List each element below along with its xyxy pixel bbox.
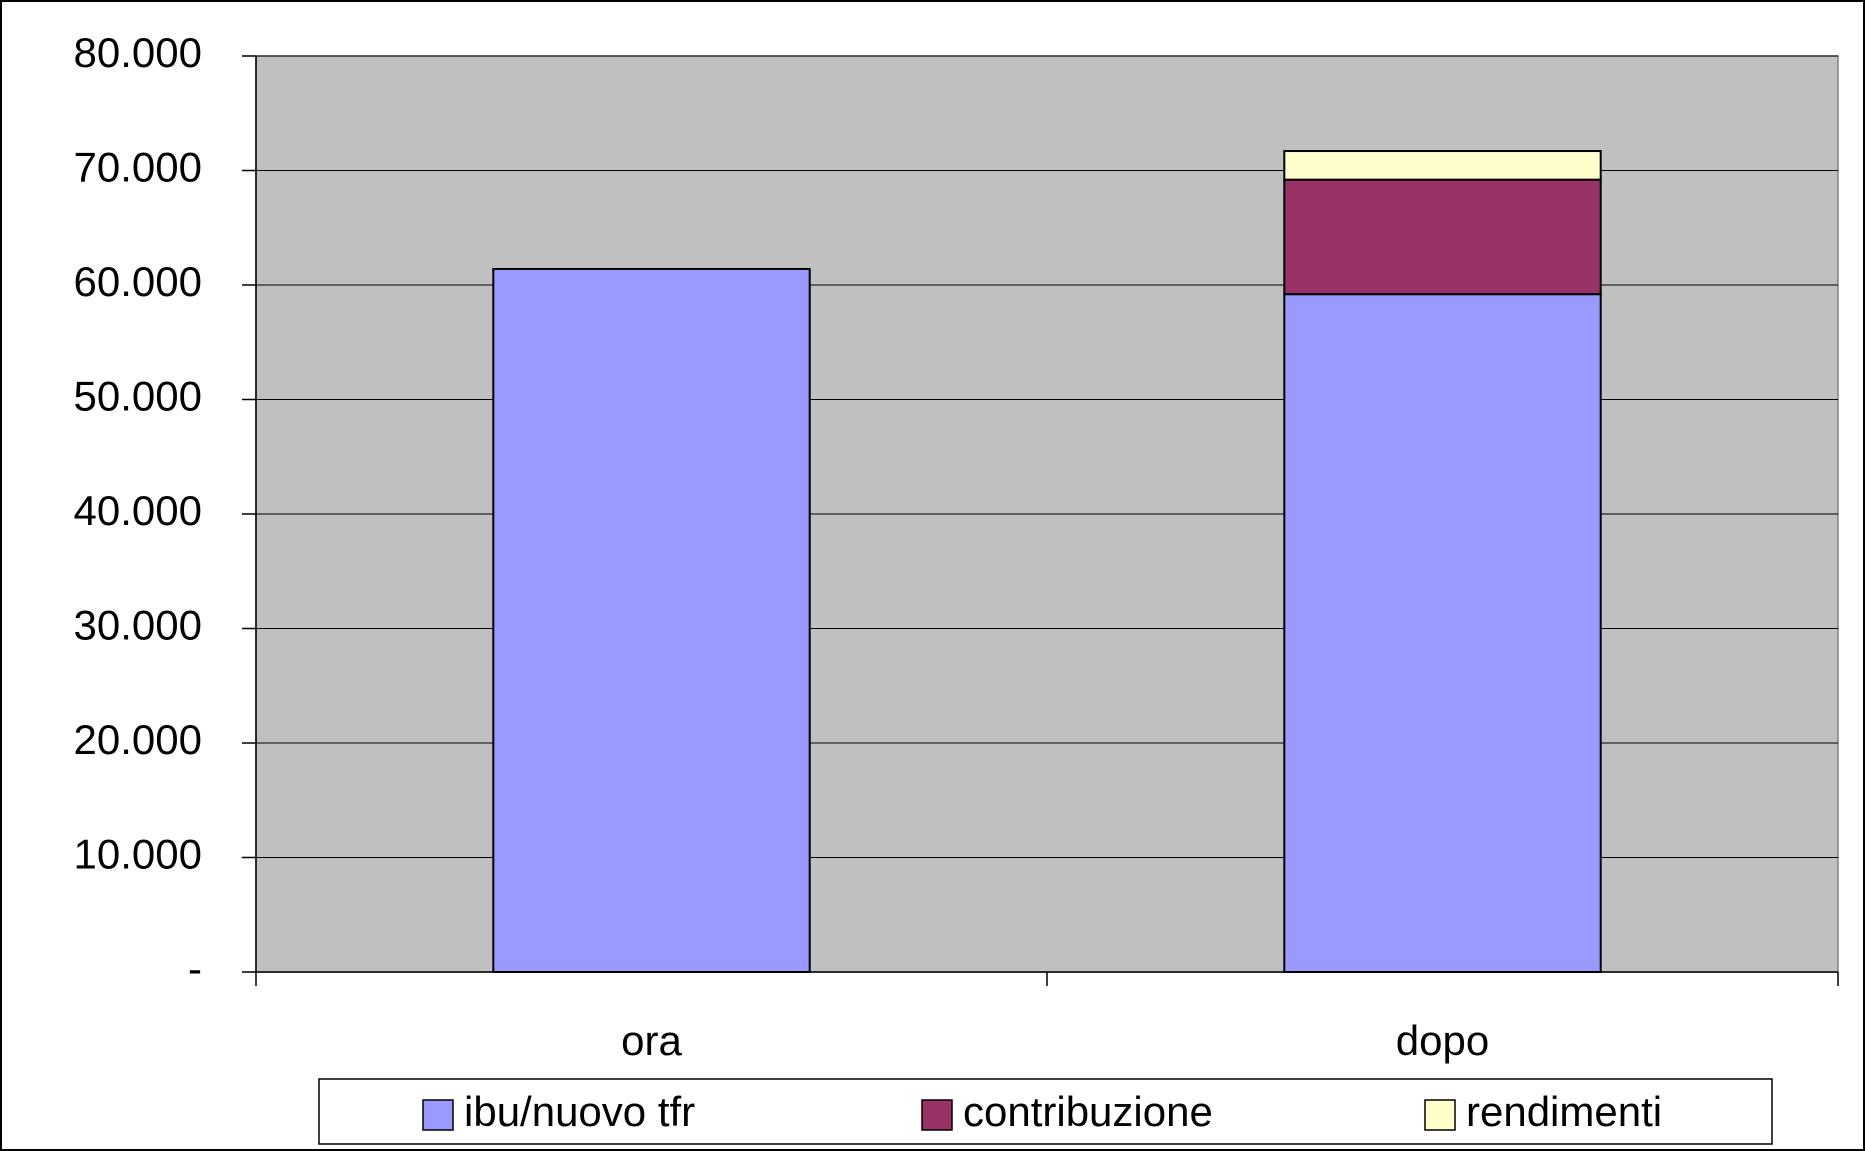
legend-swatch: [422, 1099, 454, 1131]
y-tick-label: 20.000: [74, 716, 202, 763]
y-tick-label: 50.000: [74, 373, 202, 420]
y-tick-label: -: [188, 945, 202, 992]
y-tick-label: 60.000: [74, 258, 202, 305]
legend-label: contribuzione: [963, 1088, 1213, 1135]
y-tick-label: 70.000: [74, 144, 202, 191]
bar-segment: [1283, 293, 1602, 974]
y-tick-label: 30.000: [74, 602, 202, 649]
legend: [318, 1078, 1773, 1145]
legend-label: ibu/nuovo tfr: [464, 1088, 695, 1135]
x-tick-label: ora: [621, 1017, 682, 1064]
legend-swatch: [1424, 1099, 1456, 1131]
y-tick-label: 80.000: [74, 29, 202, 76]
legend-swatch: [921, 1099, 953, 1131]
bar-segment: [1283, 150, 1602, 181]
bar-segment: [1283, 178, 1602, 296]
x-tick-label: dopo: [1396, 1017, 1489, 1064]
y-tick-label: 10.000: [74, 831, 202, 878]
legend-label: rendimenti: [1466, 1088, 1662, 1135]
y-tick-label: 40.000: [74, 487, 202, 534]
bar-segment: [492, 267, 811, 974]
